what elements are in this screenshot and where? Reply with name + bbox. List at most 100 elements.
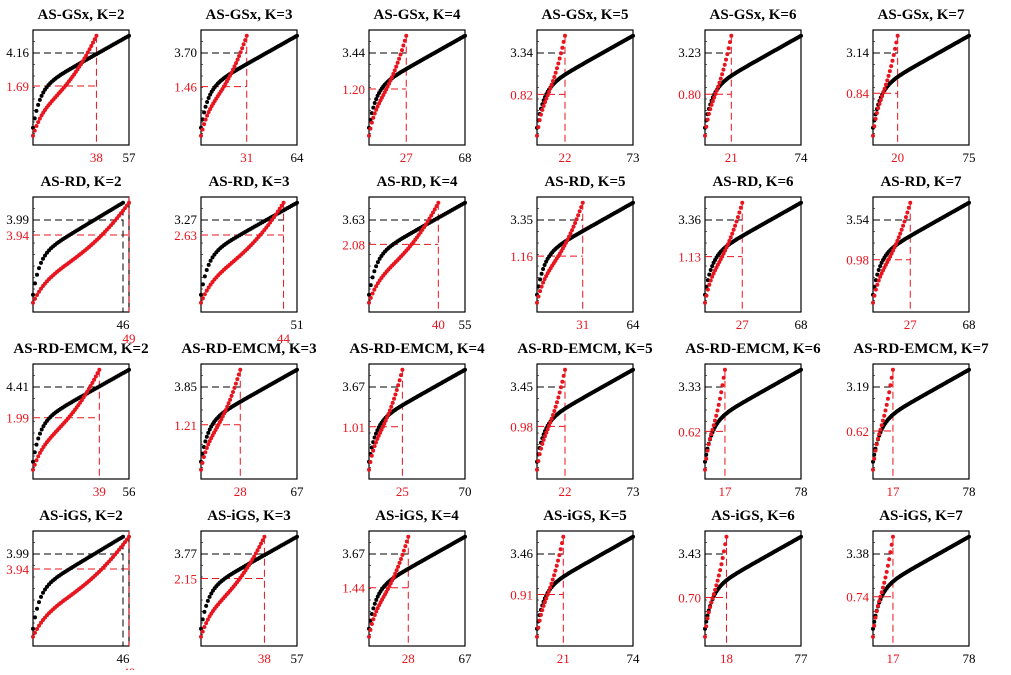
red-point: [871, 300, 875, 305]
red-point: [903, 215, 908, 220]
red-point: [718, 76, 723, 81]
red-value-label: 0.80: [678, 87, 701, 102]
red-point: [368, 295, 373, 300]
red-point: [704, 624, 709, 629]
red-point: [705, 616, 710, 621]
red-point: [257, 545, 262, 550]
subplot-22: AS-iGS, K=5 3.46 0.91 74 21: [510, 508, 640, 666]
red-point: [545, 592, 550, 597]
red-point: [262, 534, 267, 539]
red-point: [906, 205, 911, 210]
red-point: [404, 33, 409, 38]
black-point: [539, 271, 544, 276]
x-max-label: 74: [627, 651, 641, 666]
red-x-label: 21: [557, 651, 570, 666]
red-point: [873, 287, 878, 292]
red-point: [379, 427, 384, 432]
red-point: [236, 372, 241, 377]
red-point: [374, 107, 379, 112]
x-max-label: 57: [291, 651, 305, 666]
red-point: [563, 367, 567, 372]
red-point: [548, 420, 553, 425]
subplot-title: AS-GSx, K=6: [710, 7, 797, 23]
red-point: [735, 215, 740, 220]
red-point: [883, 82, 888, 87]
red-point: [882, 413, 887, 418]
black-value-label: 3.44: [342, 45, 365, 60]
red-point: [374, 609, 379, 614]
red-point: [252, 554, 257, 559]
subplot-4: AS-GSx, K=5 3.34 0.82 73 22: [510, 7, 639, 165]
red-value-label: 3.94: [6, 228, 29, 243]
black-point: [205, 99, 210, 104]
red-point: [871, 467, 875, 472]
red-point: [202, 292, 207, 297]
black-value-label: 3.67: [342, 546, 365, 561]
red-point: [879, 271, 884, 276]
red-x-label: 25: [396, 484, 409, 499]
red-point: [883, 408, 888, 413]
black-point: [37, 431, 42, 436]
red-point: [733, 223, 738, 228]
black-point: [37, 97, 42, 102]
red-point: [703, 133, 707, 138]
red-point: [877, 101, 882, 106]
black-point: [295, 200, 299, 205]
red-point: [716, 573, 721, 578]
red-point: [375, 436, 380, 441]
red-value-label: 1.13: [678, 250, 701, 265]
subplot-title: AS-GSx, K=2: [38, 7, 125, 23]
red-point: [567, 234, 571, 239]
red-point: [711, 423, 716, 428]
red-point: [206, 442, 211, 447]
black-point: [463, 200, 467, 205]
black-point: [871, 626, 875, 631]
red-point: [229, 70, 234, 75]
red-point: [876, 106, 881, 111]
red-point: [537, 452, 542, 457]
subplot-title: AS-RD-EMCM, K=2: [13, 341, 148, 357]
red-point: [715, 408, 720, 413]
red-point: [885, 396, 890, 401]
black-value-label: 3.54: [846, 212, 869, 227]
red-point: [37, 623, 41, 628]
red-point: [543, 434, 547, 439]
red-point: [876, 278, 881, 283]
red-value-label: 0.62: [846, 424, 869, 439]
black-point: [704, 452, 709, 457]
red-point: [200, 629, 205, 634]
red-point: [875, 436, 880, 441]
red-point: [205, 113, 210, 118]
red-point: [561, 39, 566, 44]
red-point: [878, 427, 883, 432]
red-point: [557, 56, 562, 61]
red-x-label: 44: [277, 331, 291, 346]
red-point: [560, 45, 565, 50]
black-point: [200, 617, 205, 622]
subplot-title: AS-RD, K=4: [376, 174, 458, 190]
black-value-label: 3.36: [678, 212, 701, 227]
red-value-label: 0.62: [678, 424, 701, 439]
red-point: [371, 617, 376, 622]
red-point: [720, 72, 725, 77]
red-point: [199, 300, 203, 305]
red-point: [550, 577, 555, 582]
red-point: [92, 377, 97, 382]
black-point: [871, 459, 875, 464]
red-point: [382, 421, 387, 426]
black-point: [374, 597, 379, 602]
subplot-title: AS-iGS, K=2: [39, 508, 123, 524]
red-point: [731, 227, 736, 232]
red-point: [371, 115, 376, 120]
red-point: [223, 408, 228, 413]
red-point: [228, 397, 233, 402]
subplot-13: AS-RD-EMCM, K=2 4.41 1.99 56 39: [6, 341, 148, 499]
red-point: [393, 392, 398, 397]
red-point: [718, 568, 723, 573]
red-point: [734, 219, 739, 224]
subplot-10: AS-RD, K=5 3.35 1.16 64 31: [510, 174, 640, 332]
red-point: [232, 385, 237, 390]
red-point: [887, 69, 892, 74]
red-point: [721, 549, 726, 554]
red-point: [88, 383, 93, 388]
